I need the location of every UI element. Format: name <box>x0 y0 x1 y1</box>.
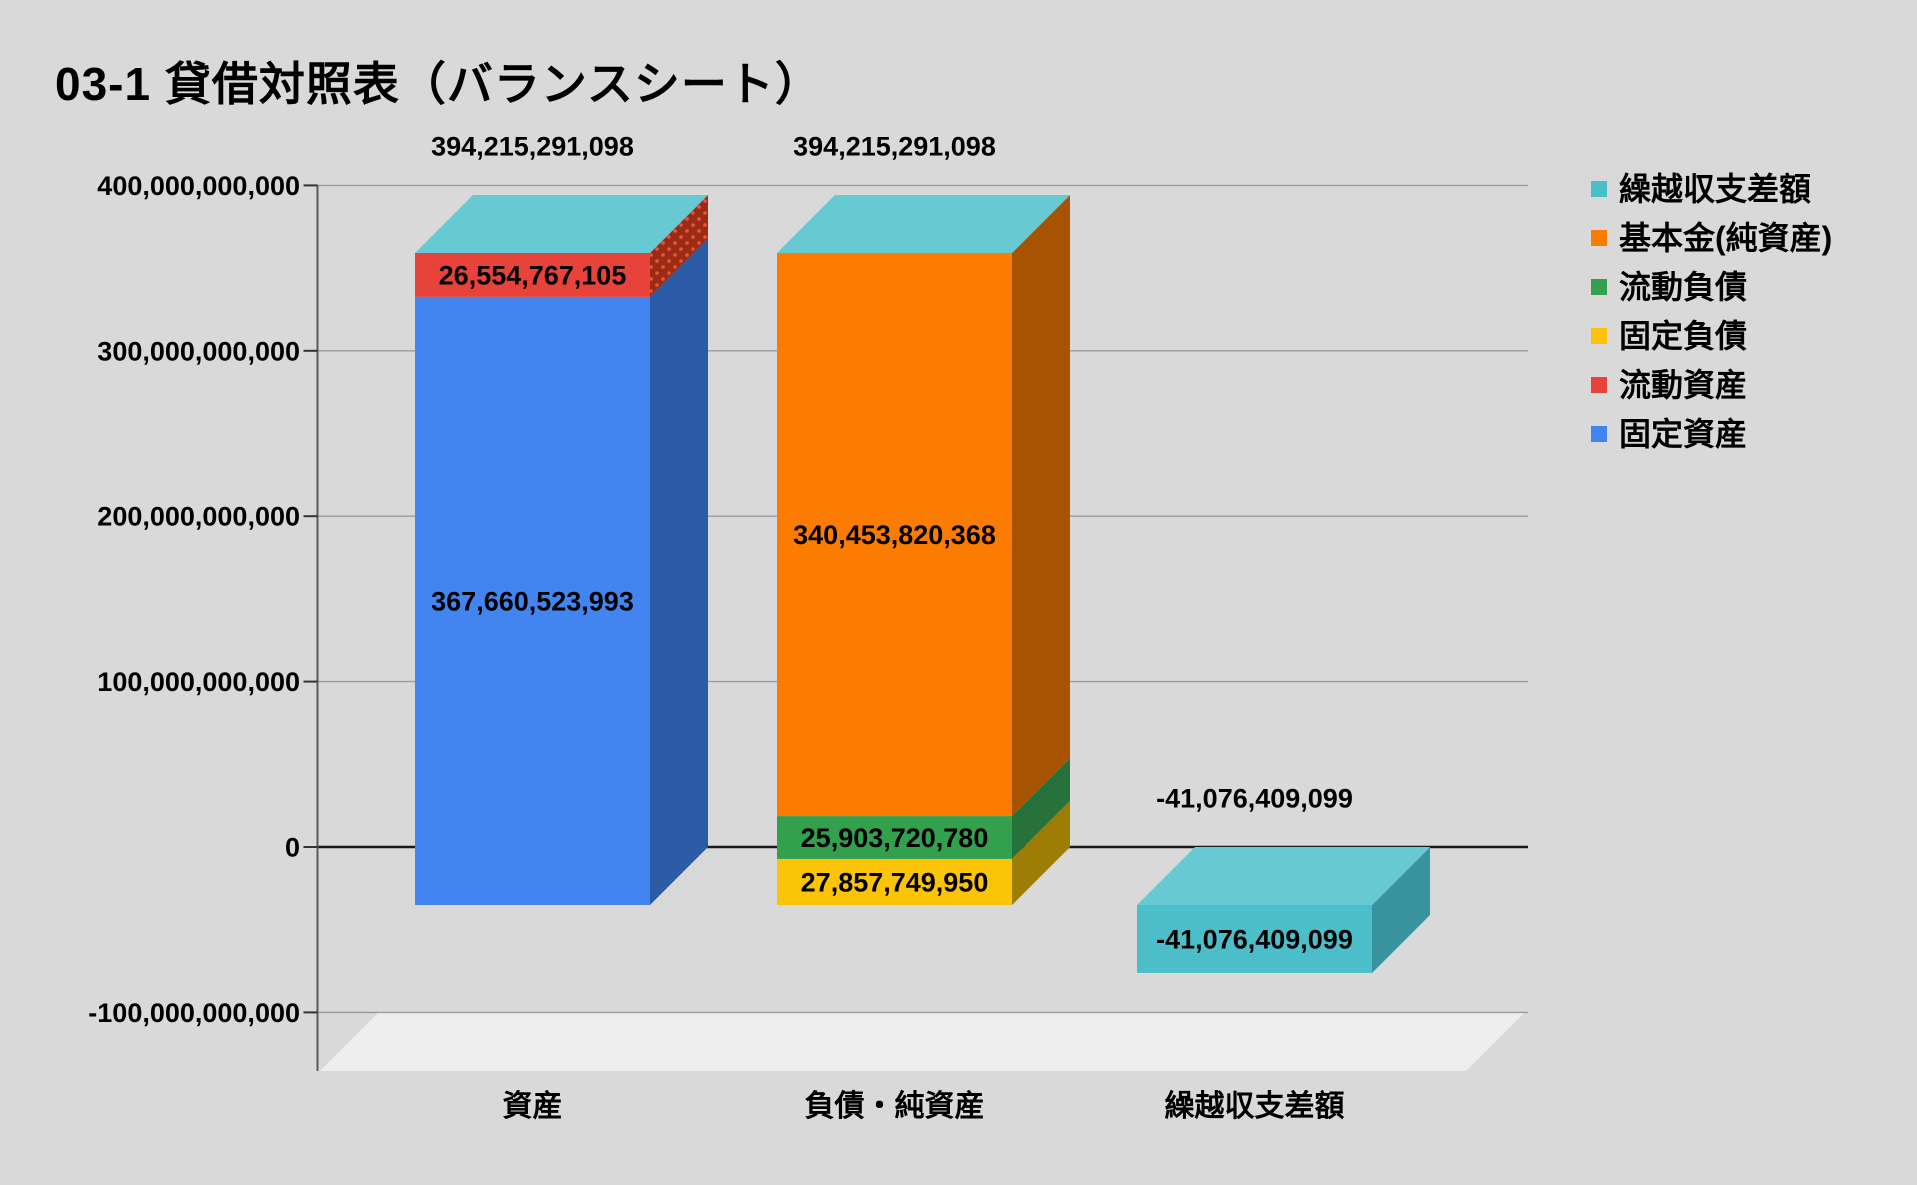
legend-item-label: 固定負債 <box>1619 317 1748 354</box>
legend-item-carryover-balance: 繰越収支差額 <box>1591 164 1832 213</box>
plot-floor <box>320 1013 1524 1071</box>
bar-1-front-capital-net-assets <box>777 252 1012 817</box>
legend-item-label: 流動負債 <box>1619 268 1748 305</box>
bar-1-side-fixed-liabilities <box>1012 800 1070 905</box>
bar-1-front-current-liabilities <box>777 816 1012 859</box>
total-label: 394,215,291,098 <box>793 131 996 161</box>
legend-item-fixed-liabilities: 固定負債 <box>1591 311 1832 360</box>
chart-legend: 繰越収支差額 基本金(純資産) 流動負債 固定負債 流動資産 固定資産 <box>1591 164 1832 458</box>
bar-0-top-cap <box>415 194 708 253</box>
category-label: 資産 <box>503 1090 563 1123</box>
bar-0-front-current-assets <box>415 252 650 297</box>
bar-2-front-carryover-balance <box>1137 905 1372 973</box>
data-label-carryover-balance: -41,076,409,099 <box>1156 924 1353 954</box>
y-axis-tick-label: 300,000,000,000 <box>97 336 300 366</box>
bar-0-front-fixed-assets <box>415 296 650 905</box>
data-label-capital-net-assets: 340,453,820,368 <box>793 520 996 550</box>
legend-item-label: 固定資産 <box>1619 415 1748 452</box>
legend-item-fixed-assets: 固定資産 <box>1591 409 1832 458</box>
legend-item-label: 流動資産 <box>1619 366 1748 403</box>
chart-title: 03-1 貸借対照表（バランスシート） <box>55 58 822 110</box>
bar-1-top-cap <box>777 194 1070 253</box>
bar-2-side-carryover-balance <box>1372 847 1430 973</box>
bar-1-side-current-liabilities <box>1012 758 1070 859</box>
total-label: -41,076,409,099 <box>1156 784 1353 814</box>
legend-swatch-icon <box>1591 229 1607 246</box>
legend-swatch-icon <box>1591 327 1607 344</box>
legend-item-capital-net-assets: 基本金(純資産) <box>1591 213 1832 262</box>
data-label-fixed-liabilities: 27,857,749,950 <box>801 867 989 897</box>
bar-1-side-capital-net-assets <box>1012 194 1070 817</box>
bar-0-side-current-assets <box>650 194 708 297</box>
legend-item-label: 基本金(純資産) <box>1619 219 1833 256</box>
y-axis-tick-label: 100,000,000,000 <box>97 667 300 697</box>
bar-2-top-cap <box>1137 847 1430 905</box>
bar-1-front-fixed-liabilities <box>777 858 1012 905</box>
y-axis-tick-label: -100,000,000,000 <box>88 998 300 1028</box>
bar-0-side-fixed-assets <box>650 238 708 905</box>
y-axis-tick-label: 200,000,000,000 <box>97 502 300 532</box>
data-label-current-liabilities: 25,903,720,780 <box>801 823 989 853</box>
y-axis-tick-label: 400,000,000,000 <box>97 171 300 201</box>
legend-item-label: 繰越収支差額 <box>1619 170 1812 207</box>
legend-item-current-liabilities: 流動負債 <box>1591 262 1832 311</box>
legend-swatch-icon <box>1591 376 1607 393</box>
legend-swatch-icon <box>1591 180 1607 197</box>
legend-swatch-icon <box>1591 425 1607 442</box>
data-label-fixed-assets: 367,660,523,993 <box>431 586 634 616</box>
data-label-current-assets: 26,554,767,105 <box>439 260 627 290</box>
category-label: 繰越収支差額 <box>1165 1089 1345 1123</box>
legend-swatch-icon <box>1591 278 1607 295</box>
category-label: 負債・純資産 <box>805 1089 985 1123</box>
legend-item-current-assets: 流動資産 <box>1591 360 1832 409</box>
total-label: 394,215,291,098 <box>431 131 634 161</box>
y-axis-tick-label: 0 <box>285 833 300 863</box>
